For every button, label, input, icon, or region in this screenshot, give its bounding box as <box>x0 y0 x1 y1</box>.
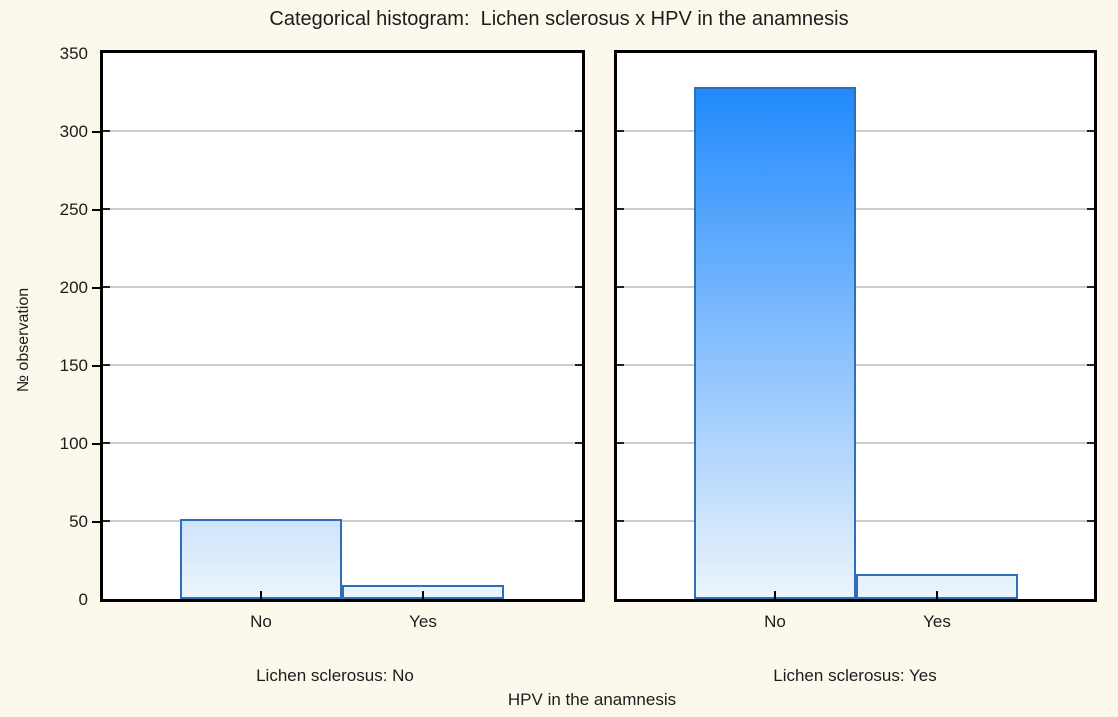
y-gridline <box>103 208 582 210</box>
x-tick-no <box>260 591 262 599</box>
y-inner-tick-right <box>575 286 582 288</box>
y-inner-tick-right <box>1087 364 1094 366</box>
y-inner-tick-right <box>575 364 582 366</box>
y-inner-tick-left <box>617 364 624 366</box>
y-inner-tick-right <box>575 208 582 210</box>
y-inner-tick-left <box>617 520 624 522</box>
y-inner-tick-left <box>103 520 110 522</box>
y-inner-tick-left <box>617 286 624 288</box>
plot-panel-lichen-sclerosus-no <box>100 50 585 602</box>
panel-caption-lichen-sclerosus-no: Lichen sclerosus: No <box>256 666 414 685</box>
y-inner-tick-left <box>103 130 110 132</box>
y-inner-tick-right <box>1087 130 1094 132</box>
y-gridline <box>103 364 582 366</box>
y-inner-tick-right <box>1087 520 1094 522</box>
chart-title: Categorical histogram: Lichen sclerosus … <box>269 8 849 30</box>
y-gridline <box>103 130 582 132</box>
y-tick-label-50: 50 <box>69 512 88 531</box>
x-category-label-yes: Yes <box>923 612 951 631</box>
y-outside-tick-200 <box>92 287 100 289</box>
y-inner-tick-left <box>103 208 110 210</box>
y-inner-tick-right <box>575 520 582 522</box>
y-inner-tick-left <box>103 442 110 444</box>
y-tick-label-300: 300 <box>59 122 88 141</box>
y-tick-label-250: 250 <box>59 200 88 219</box>
y-axis-title: № observation <box>15 287 32 393</box>
x-category-label-no: No <box>764 612 786 631</box>
y-outside-tick-50 <box>92 521 100 523</box>
x-tick-yes <box>422 591 424 599</box>
y-outside-tick-300 <box>92 131 100 133</box>
bar-hpv-no <box>694 87 856 599</box>
bar-hpv-no <box>180 519 342 599</box>
y-inner-tick-left <box>103 286 110 288</box>
x-tick-yes <box>936 591 938 599</box>
y-inner-tick-left <box>103 364 110 366</box>
y-tick-label-100: 100 <box>59 434 88 453</box>
y-inner-tick-right <box>1087 286 1094 288</box>
y-gridline <box>103 520 582 522</box>
y-inner-tick-left <box>617 208 624 210</box>
x-tick-no <box>774 591 776 599</box>
y-inner-tick-right <box>575 130 582 132</box>
y-inner-tick-right <box>1087 208 1094 210</box>
x-axis-title: HPV in the anamnesis <box>507 690 677 709</box>
y-outside-tick-250 <box>92 209 100 211</box>
y-tick-label-200: 200 <box>59 278 88 297</box>
y-outside-tick-100 <box>92 443 100 445</box>
y-outside-tick-150 <box>92 365 100 367</box>
y-tick-label-350: 350 <box>59 44 88 63</box>
y-gridline <box>103 442 582 444</box>
y-inner-tick-left <box>617 442 624 444</box>
x-category-label-yes: Yes <box>409 612 437 631</box>
plot-panel-lichen-sclerosus-yes <box>614 50 1097 602</box>
x-category-label-no: No <box>250 612 272 631</box>
y-tick-label-150: 150 <box>59 356 88 375</box>
panel-caption-lichen-sclerosus-yes: Lichen sclerosus: Yes <box>773 666 937 685</box>
y-gridline <box>103 286 582 288</box>
y-inner-tick-right <box>1087 442 1094 444</box>
y-tick-label-0: 0 <box>78 590 88 609</box>
y-inner-tick-right <box>575 442 582 444</box>
y-inner-tick-left <box>617 130 624 132</box>
